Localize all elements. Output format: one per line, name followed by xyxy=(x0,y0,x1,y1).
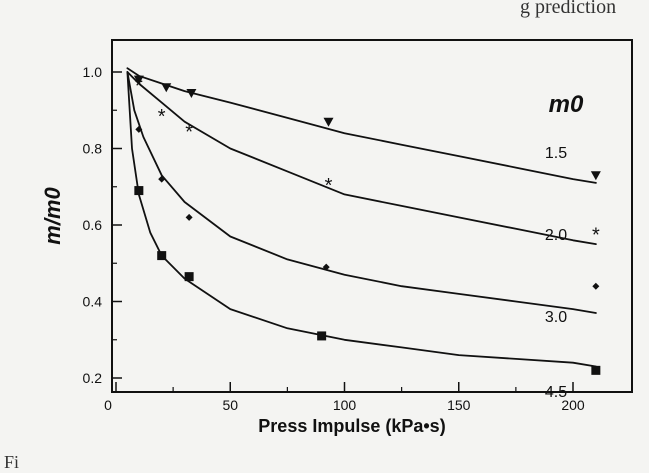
data-point xyxy=(157,251,167,261)
data-point: * xyxy=(135,75,143,97)
data-point xyxy=(158,175,166,183)
x-tick-label: 50 xyxy=(222,397,238,413)
data-point xyxy=(186,89,197,99)
series-label: 2.0 xyxy=(545,227,567,244)
data-point xyxy=(184,272,194,282)
data-point xyxy=(322,263,330,271)
x-tick-label: 100 xyxy=(333,397,357,413)
data-point: * xyxy=(158,106,166,128)
figure-caption-fragment: Fi xyxy=(4,452,20,472)
series-label: 1.5 xyxy=(545,145,567,162)
data-point xyxy=(591,365,601,375)
data-point xyxy=(134,186,144,196)
data-point: * xyxy=(592,225,600,247)
data-point xyxy=(590,171,601,181)
series-curve-1.5 xyxy=(126,67,597,184)
plot-frame xyxy=(111,39,633,393)
data-point xyxy=(185,213,193,221)
y-axis-label: m/m0 xyxy=(40,187,65,245)
y-tick-label: 0.8 xyxy=(83,141,103,157)
data-point: * xyxy=(325,175,333,197)
data-point xyxy=(135,125,143,133)
y-tick-label: 0.2 xyxy=(83,370,103,386)
x-tick-label: 200 xyxy=(561,397,585,413)
series-curve-3.0 xyxy=(126,71,597,314)
y-tick-label: 1.0 xyxy=(83,64,103,80)
series-label: 3.0 xyxy=(545,309,567,326)
series-label: 4.5 xyxy=(545,384,567,401)
x-tick-label: 0 xyxy=(104,397,112,413)
y-tick-label: 0.4 xyxy=(83,294,103,310)
x-axis-label: Press Impulse (kPa•s) xyxy=(258,416,445,436)
data-point xyxy=(592,282,600,290)
data-point xyxy=(323,117,334,127)
series-curve-4.5 xyxy=(126,71,597,368)
legend-title: m0 xyxy=(549,91,584,118)
y-tick-label: 0.6 xyxy=(83,217,103,233)
x-tick-label: 150 xyxy=(447,397,471,413)
series-curve-2.0 xyxy=(126,71,597,246)
data-point xyxy=(317,331,327,341)
page-text-fragment: g prediction xyxy=(520,0,617,18)
data-point xyxy=(161,83,172,93)
data-point: * xyxy=(185,121,193,143)
data-point xyxy=(133,75,144,85)
